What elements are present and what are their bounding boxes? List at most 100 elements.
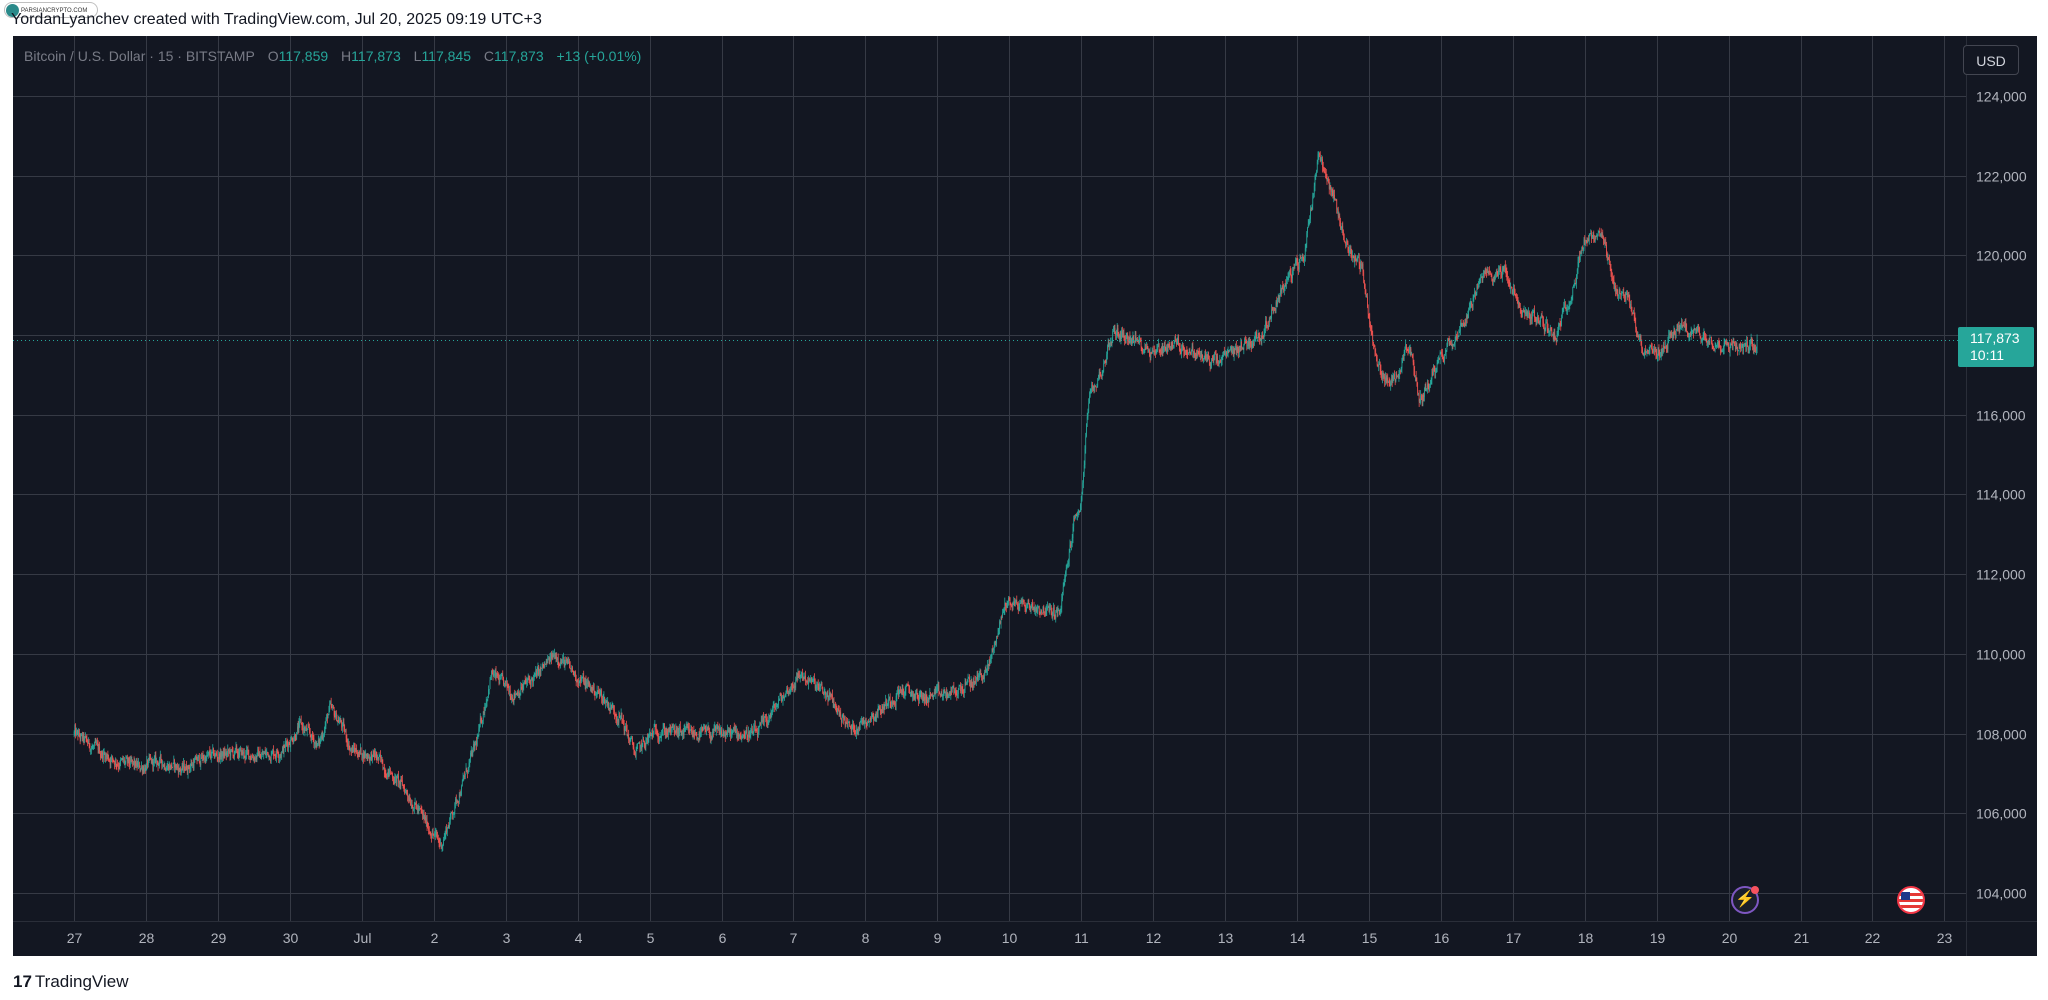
candle-body	[1633, 312, 1634, 314]
candle-body	[164, 764, 166, 769]
candle-body	[467, 771, 468, 773]
candle-body	[1722, 350, 1723, 352]
x-tick-label: 18	[1578, 930, 1594, 946]
candle-body	[577, 680, 579, 683]
candle-body	[431, 833, 433, 839]
candle-body	[990, 655, 992, 660]
candle-body	[549, 658, 551, 664]
candle-body	[1519, 302, 1520, 308]
candle-body	[1385, 377, 1387, 381]
candle-body	[257, 749, 259, 754]
candle-body	[378, 757, 379, 760]
candle-body	[320, 738, 322, 740]
candle-body	[419, 808, 420, 809]
candle-body	[204, 757, 205, 760]
candle-body	[1457, 336, 1458, 339]
candle-body	[365, 753, 366, 757]
candle-body	[1300, 257, 1302, 259]
price-chart[interactable]: 104,000106,000108,000110,000112,000114,0…	[13, 36, 2037, 956]
candle-body	[144, 767, 146, 771]
candle-body	[1292, 271, 1293, 279]
candle-body	[1636, 331, 1638, 337]
x-tick-label: 14	[1290, 930, 1306, 946]
candle-body	[923, 696, 925, 701]
candle-body	[198, 755, 200, 762]
candle-body	[439, 842, 441, 845]
candle-body	[1223, 351, 1225, 354]
candle-body	[446, 828, 447, 833]
candle-body	[1076, 514, 1078, 517]
candle-body	[206, 756, 208, 757]
candle-body	[525, 681, 527, 683]
candle-body	[579, 679, 581, 681]
candle-body	[260, 757, 262, 759]
candle-body	[912, 695, 913, 697]
candle-body	[1214, 353, 1215, 357]
candle-body	[760, 723, 761, 725]
candle-body	[842, 714, 844, 716]
x-tick-label: 13	[1218, 930, 1234, 946]
candle-body	[87, 741, 88, 744]
candle-body	[1158, 343, 1160, 351]
lightning-event-icon[interactable]: ⚡	[1731, 886, 1759, 914]
candle-body	[1470, 303, 1472, 304]
candle-body	[1066, 567, 1068, 569]
candle-body	[403, 786, 405, 788]
candle-body	[270, 755, 272, 762]
chart-panel[interactable]: 104,000 106,000 108,000 110,000 112,000 114,0…	[13, 36, 2037, 956]
candle-body	[1082, 482, 1084, 493]
candle-body	[787, 688, 788, 693]
candle-body	[1253, 343, 1254, 346]
candle-body	[1393, 374, 1395, 376]
symbol-legend[interactable]: Bitcoin / U.S. Dollar · 15 · BITSTAMP O1…	[24, 48, 641, 64]
candle-body	[333, 708, 335, 716]
candle-body	[1568, 304, 1570, 307]
candle-body	[1149, 354, 1151, 359]
candle-body	[440, 842, 442, 849]
candle-body	[988, 660, 990, 666]
candle-body	[296, 731, 298, 740]
candle-body	[431, 837, 432, 839]
candle-body	[371, 753, 372, 760]
candle-body	[752, 731, 754, 734]
candle-body	[1441, 352, 1442, 354]
candle-body	[1171, 342, 1173, 349]
candle-body	[865, 720, 866, 722]
candle-body	[1652, 350, 1654, 352]
currency-selector-button[interactable]: USD	[1963, 45, 2019, 75]
tradingview-logo[interactable]: 17 TradingView	[13, 972, 128, 992]
candle-body	[1080, 500, 1082, 505]
candle-body	[1715, 345, 1717, 347]
candle-body	[358, 751, 360, 757]
candle-body	[541, 667, 543, 669]
candle-body	[772, 709, 773, 712]
candle-body	[104, 752, 106, 759]
candle-body	[982, 678, 984, 681]
candle-body	[1494, 274, 1496, 282]
candle-body	[734, 729, 736, 731]
candle-body	[1578, 256, 1580, 262]
candle-body	[556, 656, 558, 661]
candle-body	[216, 754, 218, 758]
candle-body	[894, 702, 895, 705]
candle-body	[1693, 331, 1694, 333]
candle-body	[1268, 326, 1269, 327]
candle-body	[557, 658, 559, 663]
candle-body	[1282, 285, 1284, 289]
candle-body	[574, 671, 576, 677]
x-tick-label: 3	[503, 930, 511, 946]
candle-body	[1740, 346, 1741, 348]
us-flag-event-icon[interactable]	[1897, 886, 1925, 914]
candle-body	[1044, 611, 1045, 613]
candle-body	[1211, 358, 1212, 364]
candle-body	[335, 713, 337, 718]
candle-body	[96, 743, 97, 745]
candle-body	[972, 680, 974, 688]
candle-body	[1728, 343, 1729, 350]
candle-body	[1247, 341, 1249, 345]
candle-body	[927, 699, 928, 703]
candle-body	[101, 752, 103, 757]
candle-body	[363, 753, 365, 759]
candle-body	[1156, 347, 1158, 351]
candle-body	[712, 731, 714, 734]
